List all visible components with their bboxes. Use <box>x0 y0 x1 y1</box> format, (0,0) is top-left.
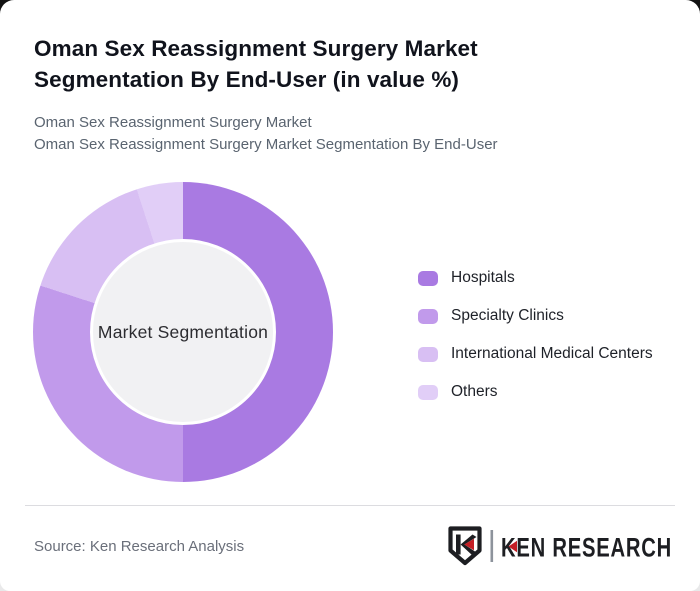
donut-center: Market Segmentation <box>90 239 276 425</box>
logo-wordmark: KEN RESEARCH <box>501 533 672 563</box>
legend-swatch <box>418 384 438 400</box>
legend-swatch <box>418 346 438 362</box>
legend-swatch <box>418 270 438 286</box>
logo-k-triangle <box>508 540 517 553</box>
legend-label: International Medical Centers <box>451 345 653 362</box>
subtitle-line-1: Oman Sex Reassignment Surgery Market <box>34 114 312 131</box>
page-title: Oman Sex Reassignment Surgery Market Seg… <box>34 36 478 92</box>
shield-k-icon <box>448 526 482 566</box>
legend-item: International Medical Centers <box>418 345 653 362</box>
legend-label: Specialty Clinics <box>451 307 564 324</box>
donut-center-label: Market Segmentation <box>97 321 269 342</box>
legend-item: Specialty Clinics <box>418 307 653 324</box>
logo-divider <box>490 530 494 562</box>
legend-item: Hospitals <box>418 269 653 286</box>
footer-divider <box>25 505 675 506</box>
legend-label: Others <box>451 383 498 400</box>
donut-chart: Market Segmentation <box>33 182 333 482</box>
ken-research-logo: KEN RESEARCH <box>448 526 672 566</box>
source-text: Source: Ken Research Analysis <box>34 538 245 555</box>
subtitle: Oman Sex Reassignment Surgery Market Oma… <box>34 112 498 155</box>
legend-item: Others <box>418 383 653 400</box>
legend-label: Hospitals <box>451 269 515 286</box>
chart-legend: Hospitals Specialty Clinics Internationa… <box>418 269 653 422</box>
subtitle-line-2: Oman Sex Reassignment Surgery Market Seg… <box>34 135 498 153</box>
legend-swatch <box>418 308 438 324</box>
